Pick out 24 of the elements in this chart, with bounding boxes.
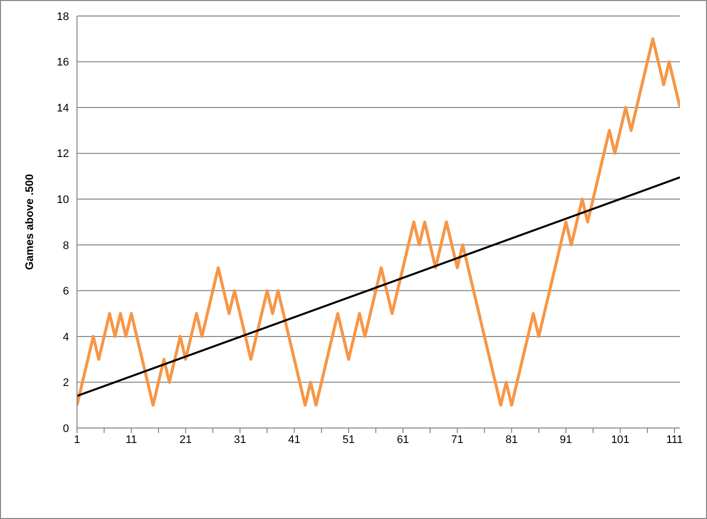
y-tick-label: 18 [56,10,69,23]
x-tick-label: 41 [288,434,300,446]
x-tick-label: 91 [560,434,572,446]
y-tick-label: 6 [62,286,69,298]
x-tick-label: 81 [505,434,518,446]
y-tick-label: 0 [62,422,69,435]
y-axis-title: Games above .500 [24,174,36,270]
y-tick-label: 14 [56,102,69,114]
x-tick-label: 21 [180,434,192,446]
line-series [77,37,680,407]
x-tick-label: 101 [611,434,630,446]
y-tick-label: 16 [56,56,69,69]
y-tick-label: 10 [56,194,69,206]
y-tick-label: 2 [62,377,69,390]
x-tick-label: 31 [234,434,246,446]
x-tick-label: 11 [126,434,138,446]
y-tick-label: 4 [62,331,69,344]
x-tick-label: 1 [74,434,80,446]
x-tick-label: 71 [451,434,464,446]
x-tick-label: 51 [342,434,355,446]
y-tick-label: 12 [56,148,69,160]
x-tick-label: 61 [396,434,410,446]
x-tick-label: 111 [666,434,683,446]
y-tick-label: 8 [62,240,69,252]
